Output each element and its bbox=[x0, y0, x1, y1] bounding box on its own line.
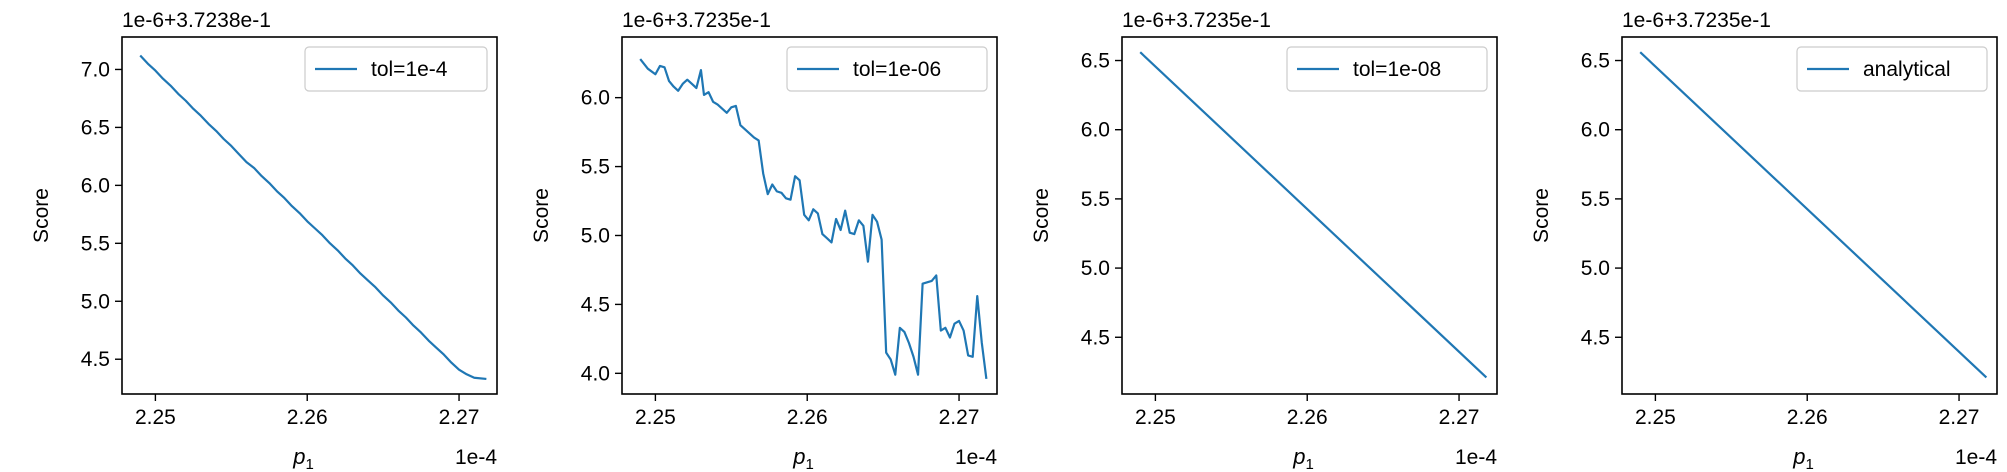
x-axis-label: p1 bbox=[1792, 444, 1814, 472]
y-tick-label: 5.0 bbox=[1581, 257, 1610, 280]
x-axis-label-subscript: 1 bbox=[1305, 456, 1313, 472]
legend: analytical bbox=[1796, 46, 1988, 92]
x-tick-label: 2.26 bbox=[787, 406, 828, 429]
x-tick-label: 2.27 bbox=[939, 406, 980, 429]
legend: tol=1e-06 bbox=[786, 46, 988, 92]
y-tick-label: 5.0 bbox=[81, 290, 110, 313]
x-scale-label: 1e-4 bbox=[455, 446, 497, 469]
chart-panel-2: 2.25 2.26 2.27 4.0 4.5 5.0 5.5 6.0 1e-6+3.7235e-… bbox=[530, 9, 998, 472]
y-tick-label: 4.5 bbox=[581, 293, 610, 316]
x-tick-label: 2.25 bbox=[1635, 406, 1676, 429]
x-axis-label-main: p bbox=[292, 444, 305, 469]
y-tick-label: 6.5 bbox=[1081, 50, 1110, 73]
x-axis-label-subscript: 1 bbox=[305, 456, 313, 472]
plot-frame bbox=[1121, 36, 1498, 395]
legend: tol=1e-4 bbox=[304, 46, 488, 92]
y-tick-label: 4.5 bbox=[1081, 326, 1110, 349]
x-axis-label: p1 bbox=[292, 444, 314, 472]
plot-frame bbox=[121, 36, 498, 395]
x-tick-label: 2.25 bbox=[135, 406, 176, 429]
series-line bbox=[639, 58, 988, 379]
y-tick-label: 7.0 bbox=[81, 58, 110, 81]
x-axis-label-main: p bbox=[1792, 444, 1805, 469]
y-tick-label: 6.0 bbox=[581, 87, 610, 110]
y-tick-label: 4.5 bbox=[1581, 326, 1610, 349]
y-axis-label: Score bbox=[1030, 188, 1053, 243]
y-offset-label: 1e-6+3.7238e-1 bbox=[122, 9, 271, 32]
chart-panel-1: 2.25 2.26 2.27 4.5 5.0 5.5 6.0 6.5 7.0 1e-6+3.723… bbox=[30, 9, 498, 472]
x-scale-label: 1e-4 bbox=[955, 446, 997, 469]
legend: tol=1e-08 bbox=[1286, 46, 1488, 92]
x-tick-label: 2.26 bbox=[287, 406, 328, 429]
y-tick-label: 5.5 bbox=[1581, 188, 1610, 211]
chart-panel-3: 2.25 2.26 2.27 4.5 5.0 5.5 6.0 6.5 1e-6+3.7235e-… bbox=[1030, 9, 1498, 472]
x-tick-label: 2.26 bbox=[1287, 406, 1328, 429]
legend-label: tol=1e-06 bbox=[853, 58, 941, 81]
y-tick-label: 5.5 bbox=[581, 156, 610, 179]
y-tick-label: 5.0 bbox=[581, 224, 610, 247]
x-axis-label: p1 bbox=[792, 444, 814, 472]
chart-panel-4: 2.25 2.26 2.27 4.5 5.0 5.5 6.0 6.5 1e-6+3.7235e-… bbox=[1530, 9, 1998, 472]
y-tick-label: 4.5 bbox=[81, 348, 110, 371]
x-tick-label: 2.27 bbox=[1939, 406, 1980, 429]
y-tick-label: 6.5 bbox=[81, 116, 110, 139]
x-tick-label: 2.25 bbox=[1135, 406, 1176, 429]
x-axis-label-main: p bbox=[1292, 444, 1305, 469]
y-tick-label: 4.0 bbox=[581, 362, 610, 385]
x-axis-label: p1 bbox=[1292, 444, 1314, 472]
series-line bbox=[1139, 51, 1488, 379]
y-tick-label: 6.0 bbox=[81, 174, 110, 197]
plot-frame bbox=[621, 36, 998, 395]
y-tick-label: 6.5 bbox=[1581, 50, 1610, 73]
series-line bbox=[1639, 51, 1988, 379]
y-axis-label: Score bbox=[530, 188, 553, 243]
x-scale-label: 1e-4 bbox=[1455, 446, 1497, 469]
x-axis-label-subscript: 1 bbox=[1805, 456, 1813, 472]
legend-box bbox=[1796, 46, 1988, 92]
legend-label: tol=1e-4 bbox=[371, 58, 448, 81]
y-tick-label: 5.5 bbox=[1081, 188, 1110, 211]
y-offset-label: 1e-6+3.7235e-1 bbox=[1122, 9, 1271, 32]
legend-label: analytical bbox=[1863, 58, 1951, 81]
x-scale-label: 1e-4 bbox=[1955, 446, 1997, 469]
y-tick-label: 6.0 bbox=[1581, 119, 1610, 142]
y-offset-label: 1e-6+3.7235e-1 bbox=[622, 9, 771, 32]
x-tick-label: 2.27 bbox=[439, 406, 480, 429]
y-offset-label: 1e-6+3.7235e-1 bbox=[1622, 9, 1771, 32]
plot-frame bbox=[1621, 36, 1998, 395]
x-axis-label-subscript: 1 bbox=[805, 456, 813, 472]
legend-box bbox=[786, 46, 988, 92]
legend-box bbox=[304, 46, 488, 92]
x-axis-label-main: p bbox=[792, 444, 805, 469]
y-tick-label: 5.5 bbox=[81, 232, 110, 255]
legend-label: tol=1e-08 bbox=[1353, 58, 1441, 81]
legend-box bbox=[1286, 46, 1488, 92]
x-tick-label: 2.25 bbox=[635, 406, 676, 429]
series-line bbox=[139, 54, 487, 381]
x-tick-label: 2.26 bbox=[1787, 406, 1828, 429]
x-tick-label: 2.27 bbox=[1439, 406, 1480, 429]
y-tick-label: 6.0 bbox=[1081, 119, 1110, 142]
y-axis-label: Score bbox=[1530, 188, 1553, 243]
y-axis-label: Score bbox=[30, 188, 53, 243]
y-tick-label: 5.0 bbox=[1081, 257, 1110, 280]
